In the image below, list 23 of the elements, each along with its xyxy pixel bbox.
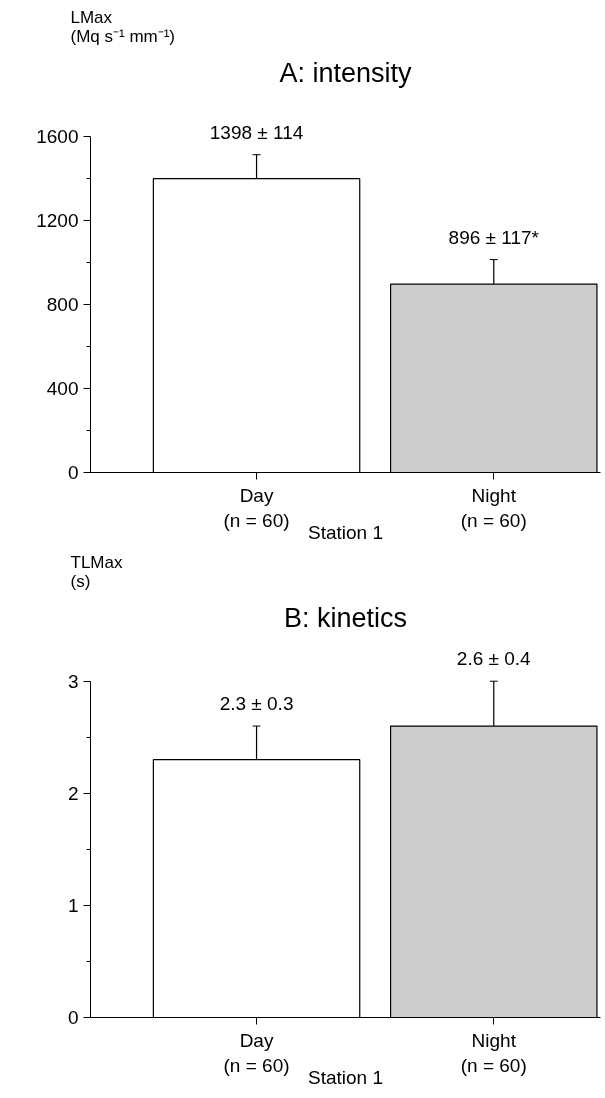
y-tick-label: 0: [67, 1007, 79, 1028]
x-tick-label: Day (n = 60): [223, 1029, 290, 1076]
data-label: 1398 ± 114: [209, 121, 304, 143]
chart-title: A: intensity: [279, 57, 413, 88]
x-tick-label: Night (n = 60): [460, 484, 527, 531]
data-label: 2.6 ± 0.4: [456, 648, 532, 670]
y-tick-label: 1200: [36, 209, 79, 231]
x-tick-label: Night (n = 60): [460, 1029, 527, 1076]
y-tick-label: 800: [46, 293, 79, 315]
y-tick-label: 0: [67, 462, 79, 483]
y-tick-label: 3: [67, 670, 79, 692]
chart-title: B: kinetics: [283, 602, 408, 633]
data-label: 896 ± 117*: [448, 226, 540, 248]
y-axis-title: TLMax (s): [70, 552, 123, 591]
x-axis-title: Station 1: [308, 521, 383, 543]
x-axis-title: Station 1: [308, 1066, 383, 1088]
y-tick-label: 1: [67, 894, 79, 916]
y-tick-label: 1600: [36, 125, 79, 147]
y-tick-label: 400: [46, 377, 79, 399]
y-tick-label: 2: [67, 782, 79, 804]
y-axis-title: LMax (Mq s⁻¹ mm⁻¹): [70, 7, 176, 46]
data-label: 2.3 ± 0.3: [219, 693, 294, 715]
x-tick-label: Day (n = 60): [223, 484, 290, 531]
